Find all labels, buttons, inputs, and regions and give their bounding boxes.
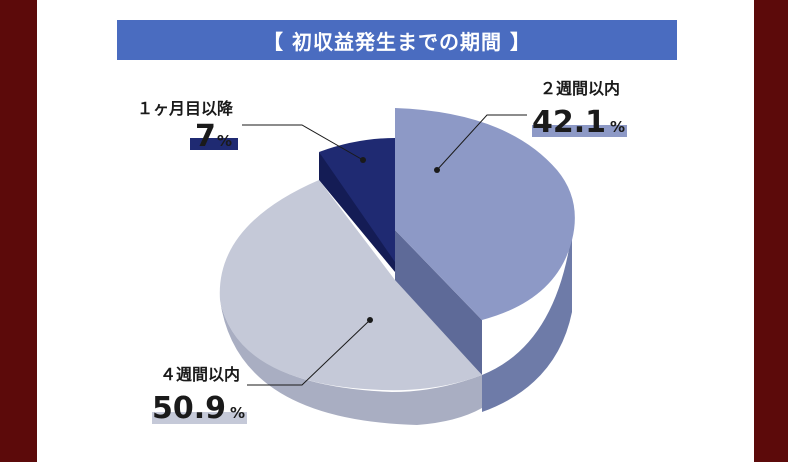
leader-lines [242, 114, 527, 386]
slice-top-2weeks [395, 108, 575, 320]
chart-title: 【 初収益発生までの期間 】 [117, 20, 677, 60]
slice-side-4weeks [220, 300, 482, 425]
label-unit-4weeks: % [230, 404, 245, 422]
dot-2weeks [434, 167, 440, 173]
chart-panel: 【 初収益発生までの期間 】 ２週間以内 42.1 % ４週間以内 50.9 % [37, 0, 754, 462]
dot-1month [360, 157, 366, 163]
left-frame [0, 0, 37, 462]
label-name-2weeks: ２週間以内 [540, 79, 620, 98]
highlight-1month [190, 138, 238, 150]
dot-4weeks [367, 317, 373, 323]
slice-top-4weeks [219, 180, 483, 391]
highlight-4weeks [152, 412, 247, 424]
label-unit-2weeks: % [610, 118, 625, 136]
label-value-4weeks: 50.9 [152, 391, 226, 426]
slice-side-1month [319, 152, 395, 272]
label-value-2weeks: 42.1 [532, 105, 606, 140]
label-unit-1month: % [217, 132, 232, 150]
leader-2weeks [436, 114, 527, 171]
label-value-1month: 7 [195, 119, 216, 154]
leader-1month [242, 124, 364, 161]
slice-side-2weeks [482, 230, 572, 412]
leader-4weeks [247, 319, 371, 386]
label-name-1month: １ヶ月目以降 [137, 99, 234, 118]
label-name-4weeks: ４週間以内 [160, 365, 240, 384]
highlight-2weeks [532, 125, 627, 137]
slice-top-1month [319, 138, 395, 262]
right-frame [754, 0, 788, 462]
slice-inner-wall [395, 230, 482, 375]
pie-chart: ２週間以内 42.1 % ４週間以内 50.9 % １ヶ月目以降 7 % [137, 79, 627, 426]
